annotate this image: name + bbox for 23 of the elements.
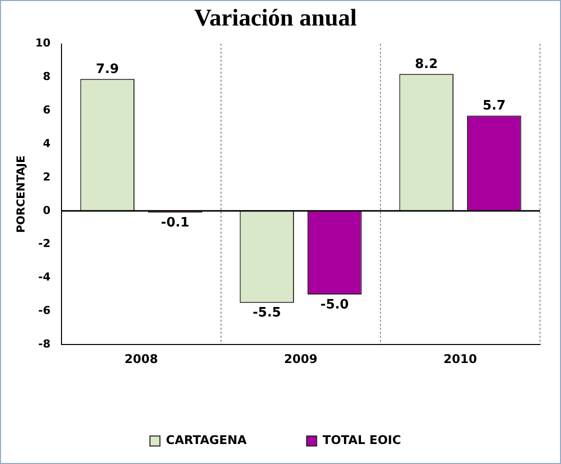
y-tick-label: 8: [42, 70, 51, 84]
y-tick-label: 6: [42, 104, 51, 117]
data-label: -0.1: [160, 215, 190, 230]
x-tick-label: 2009: [284, 352, 318, 366]
chart-title: Variación anual: [194, 6, 358, 32]
y-tick-label: -2: [38, 237, 51, 250]
y-tick-label: 10: [35, 36, 51, 50]
data-label: -5.5: [252, 306, 282, 321]
x-tick-label: 2008: [124, 352, 158, 366]
y-tick-label: 0: [42, 204, 51, 217]
y-tick-label: -6: [38, 304, 51, 318]
y-tick-label: 2: [42, 170, 51, 184]
data-label: -5.0: [320, 297, 349, 312]
legend-label: TOTAL EOIC: [322, 433, 402, 448]
y-axis-title: PORCENTAJE: [14, 155, 28, 233]
data-label: 8.2: [414, 56, 438, 72]
data-label: 7.9: [96, 62, 119, 77]
y-tick-label: 4: [42, 136, 51, 150]
data-label: 5.7: [482, 98, 506, 114]
y-tick-label: -8: [38, 337, 51, 350]
y-tick-label: -4: [38, 270, 51, 284]
legend-label: CARTAGENA: [166, 433, 248, 448]
x-tick-label: 2010: [444, 352, 477, 366]
